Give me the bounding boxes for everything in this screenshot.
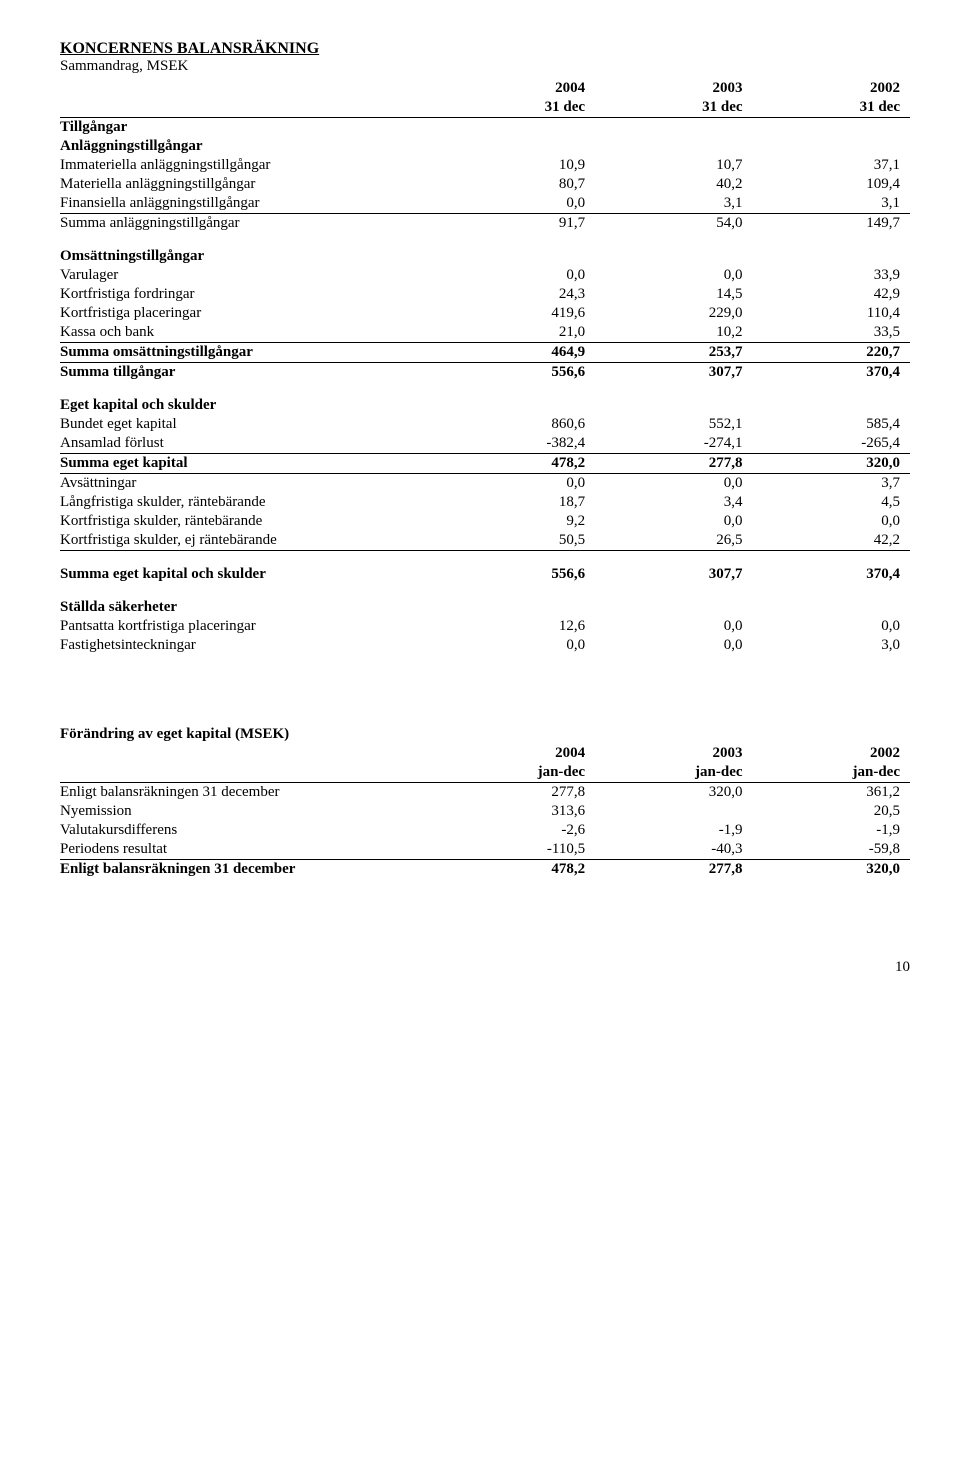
col-period-1: jan-dec [438, 763, 595, 783]
col-year-3: 2002 [753, 744, 910, 763]
table-row: Långfristiga skulder, räntebärande 18,7 … [60, 493, 910, 512]
table-row: Kortfristiga fordringar 24,3 14,5 42,9 [60, 285, 910, 304]
table-row: Summa tillgångar 556,6 307,7 370,4 [60, 363, 910, 383]
col-year-1: 2004 [438, 79, 595, 98]
table-row: Pantsatta kortfristiga placeringar 12,6 … [60, 617, 910, 636]
col-date-3: 31 dec [753, 98, 910, 118]
table-row: Materiella anläggningstillgångar 80,7 40… [60, 175, 910, 194]
change-heading: Förändring av eget kapital (MSEK) [60, 725, 438, 744]
table-row: Summa eget kapital och skulder 556,6 307… [60, 565, 910, 584]
page-title: KONCERNENS BALANSRÄKNING [60, 40, 910, 58]
table-row: Ansamlad förlust -382,4 -274,1 -265,4 [60, 434, 910, 454]
table-row: Immateriella anläggningstillgångar 10,9 … [60, 156, 910, 175]
table-row: Nyemission 313,6 20,5 [60, 802, 910, 821]
col-year-1: 2004 [438, 744, 595, 763]
table-row: Kassa och bank 21,0 10,2 33,5 [60, 323, 910, 343]
table-row: Avsättningar 0,0 0,0 3,7 [60, 474, 910, 494]
table-row: Periodens resultat -110,5 -40,3 -59,8 [60, 840, 910, 860]
table-row: Enligt balansräkningen 31 december 277,8… [60, 782, 910, 802]
page-subtitle: Sammandrag, MSEK [60, 58, 910, 75]
table-row: Bundet eget kapital 860,6 552,1 585,4 [60, 415, 910, 434]
table-row: Fastighetsinteckningar 0,0 0,0 3,0 [60, 636, 910, 655]
balance-sheet-table: 2004 2003 2002 31 dec 31 dec 31 dec Till… [60, 79, 910, 655]
col-period-3: jan-dec [753, 763, 910, 783]
table-row: Kortfristiga placeringar 419,6 229,0 110… [60, 304, 910, 323]
page-number: 10 [60, 959, 910, 976]
table-row: Summa anläggningstillgångar 91,7 54,0 14… [60, 214, 910, 234]
table-row: Valutakursdifferens -2,6 -1,9 -1,9 [60, 821, 910, 840]
col-date-1: 31 dec [438, 98, 595, 118]
table-row: Kortfristiga skulder, räntebärande 9,2 0… [60, 512, 910, 531]
col-year-3: 2002 [753, 79, 910, 98]
table-row: Varulager 0,0 0,0 33,9 [60, 266, 910, 285]
col-year-2: 2003 [595, 744, 752, 763]
table-row: Finansiella anläggningstillgångar 0,0 3,… [60, 194, 910, 214]
table-row: Summa eget kapital 478,2 277,8 320,0 [60, 454, 910, 474]
fixed-assets-heading: Anläggningstillgångar [60, 137, 438, 156]
table-row: Enligt balansräkningen 31 december 478,2… [60, 859, 910, 879]
equity-change-table: Förändring av eget kapital (MSEK) 2004 2… [60, 725, 910, 879]
pledged-heading: Ställda säkerheter [60, 598, 438, 617]
col-period-2: jan-dec [595, 763, 752, 783]
col-date-2: 31 dec [595, 98, 752, 118]
equity-heading: Eget kapital och skulder [60, 396, 438, 415]
table-row: Kortfristiga skulder, ej räntebärande 50… [60, 531, 910, 551]
col-year-2: 2003 [595, 79, 752, 98]
assets-heading: Tillgångar [60, 118, 438, 138]
current-assets-heading: Omsättningstillgångar [60, 247, 438, 266]
table-row: Summa omsättningstillgångar 464,9 253,7 … [60, 343, 910, 363]
